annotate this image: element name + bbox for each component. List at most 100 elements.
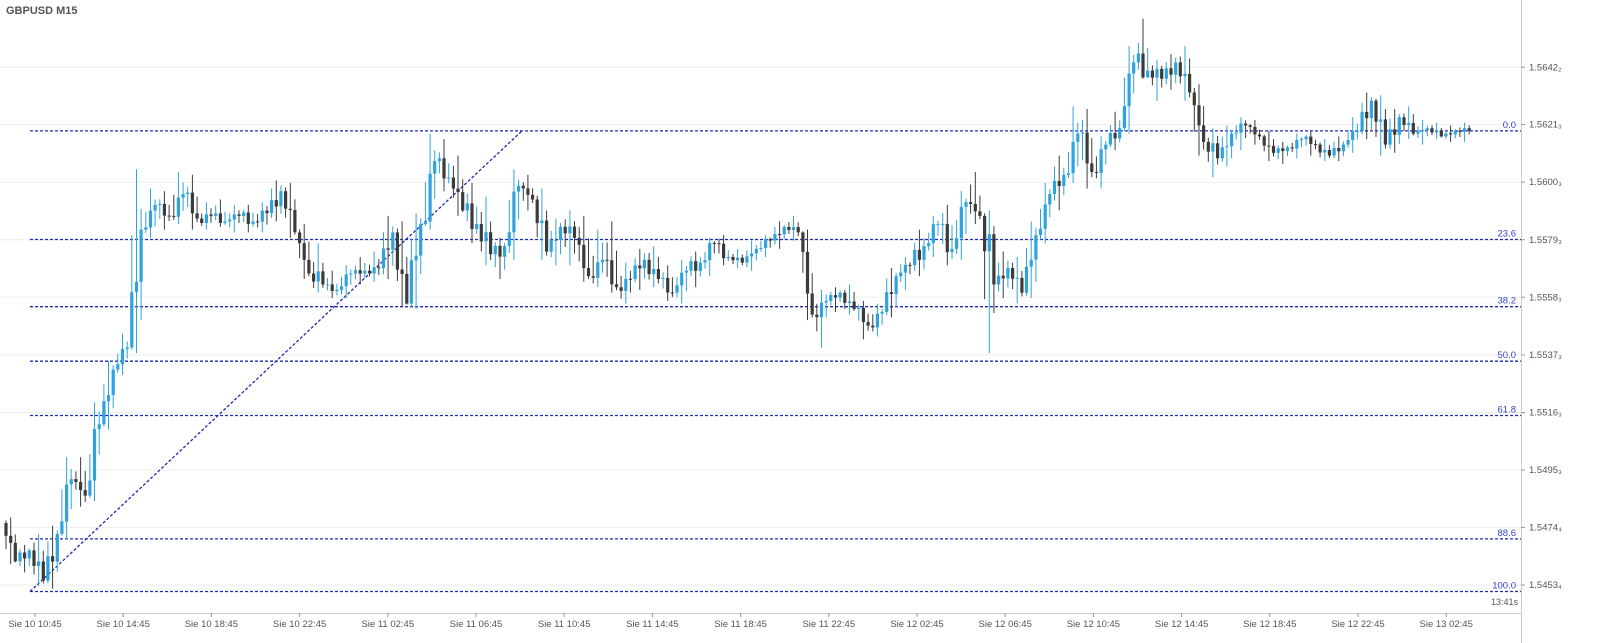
candle[interactable] bbox=[554, 218, 558, 266]
time-axis[interactable]: Sie 10 10:45 Sie 10 14:45 Sie 10 18:45 Sie … bbox=[8, 613, 1473, 630]
candle[interactable] bbox=[37, 534, 41, 587]
candle[interactable] bbox=[251, 212, 255, 227]
candle[interactable] bbox=[489, 221, 493, 261]
candle[interactable] bbox=[228, 213, 232, 228]
candle[interactable] bbox=[526, 174, 530, 211]
candle[interactable] bbox=[1113, 111, 1117, 151]
candle[interactable] bbox=[158, 199, 162, 219]
candle[interactable] bbox=[218, 199, 222, 227]
candle[interactable] bbox=[447, 163, 451, 184]
candle[interactable] bbox=[381, 232, 386, 275]
candle[interactable] bbox=[1407, 106, 1411, 140]
candle[interactable] bbox=[377, 259, 381, 275]
candle[interactable] bbox=[1211, 128, 1215, 178]
candle[interactable] bbox=[801, 231, 805, 273]
candle[interactable] bbox=[927, 232, 931, 251]
candle[interactable] bbox=[628, 270, 632, 293]
candle[interactable] bbox=[1435, 122, 1439, 140]
candle[interactable] bbox=[1043, 183, 1047, 244]
candle[interactable] bbox=[521, 182, 525, 201]
fib-level[interactable]: 61.8 bbox=[30, 405, 1521, 417]
candle[interactable] bbox=[1425, 125, 1429, 137]
candle[interactable] bbox=[694, 251, 698, 288]
candle[interactable] bbox=[1295, 133, 1299, 159]
candle[interactable] bbox=[950, 225, 954, 259]
candle[interactable] bbox=[1341, 141, 1345, 157]
candle[interactable] bbox=[409, 238, 413, 307]
candle[interactable] bbox=[805, 229, 810, 321]
candle[interactable] bbox=[298, 229, 302, 259]
candle[interactable] bbox=[586, 238, 591, 279]
candle[interactable] bbox=[959, 191, 963, 260]
candle[interactable] bbox=[1029, 221, 1033, 299]
fib-trend-line[interactable] bbox=[29, 130, 523, 592]
candle[interactable] bbox=[596, 229, 600, 288]
candle[interactable] bbox=[1099, 136, 1103, 189]
candle[interactable] bbox=[419, 218, 423, 274]
candle[interactable] bbox=[1271, 139, 1276, 157]
candle[interactable] bbox=[102, 384, 106, 427]
candle[interactable] bbox=[610, 221, 614, 293]
candle[interactable] bbox=[894, 272, 898, 308]
candle[interactable] bbox=[815, 303, 819, 332]
candle[interactable] bbox=[144, 211, 148, 233]
candle[interactable] bbox=[512, 169, 516, 260]
candle[interactable] bbox=[656, 256, 660, 284]
candle[interactable] bbox=[885, 278, 889, 316]
candle[interactable] bbox=[624, 262, 628, 304]
candle[interactable] bbox=[456, 155, 460, 216]
candle[interactable] bbox=[1458, 127, 1462, 137]
candle[interactable] bbox=[423, 182, 427, 226]
candle[interactable] bbox=[1248, 123, 1252, 134]
candle[interactable] bbox=[1057, 155, 1061, 211]
candle[interactable] bbox=[330, 270, 334, 299]
candle[interactable] bbox=[428, 133, 432, 230]
candle[interactable] bbox=[680, 259, 684, 304]
candle[interactable] bbox=[558, 223, 563, 255]
candle[interactable] bbox=[824, 294, 828, 318]
candle[interactable] bbox=[97, 411, 101, 455]
candle[interactable] bbox=[358, 257, 362, 285]
candle[interactable] bbox=[796, 222, 800, 237]
candle[interactable] bbox=[74, 471, 78, 490]
candle[interactable] bbox=[1244, 120, 1248, 139]
candle[interactable] bbox=[600, 242, 605, 273]
candle[interactable] bbox=[279, 185, 283, 214]
candle[interactable] bbox=[992, 226, 996, 313]
candle[interactable] bbox=[722, 235, 726, 266]
candle[interactable] bbox=[288, 183, 292, 238]
candle[interactable] bbox=[941, 213, 945, 245]
candle[interactable] bbox=[852, 292, 856, 311]
candle[interactable] bbox=[1444, 129, 1448, 139]
candle[interactable] bbox=[162, 191, 166, 230]
candle[interactable] bbox=[195, 196, 199, 223]
candle[interactable] bbox=[232, 204, 236, 233]
candle[interactable] bbox=[684, 265, 688, 292]
candle[interactable] bbox=[936, 220, 940, 236]
fib-level[interactable]: 88.6 bbox=[30, 528, 1521, 540]
candle[interactable] bbox=[507, 199, 511, 253]
candle[interactable] bbox=[172, 194, 176, 220]
candle[interactable] bbox=[9, 517, 13, 565]
candle[interactable] bbox=[475, 206, 479, 234]
candle[interactable] bbox=[540, 188, 544, 260]
candle[interactable] bbox=[246, 204, 250, 233]
candle[interactable] bbox=[134, 169, 139, 353]
candle[interactable] bbox=[1290, 142, 1294, 152]
candle[interactable] bbox=[13, 534, 17, 563]
candle[interactable] bbox=[717, 238, 721, 254]
candle[interactable] bbox=[214, 205, 218, 221]
candle[interactable] bbox=[1230, 130, 1234, 159]
candle[interactable] bbox=[517, 179, 521, 220]
candle[interactable] bbox=[866, 313, 870, 331]
candle[interactable] bbox=[847, 284, 852, 315]
candle[interactable] bbox=[363, 262, 367, 278]
candle[interactable] bbox=[400, 221, 404, 307]
candle[interactable] bbox=[1267, 130, 1271, 162]
candle[interactable] bbox=[661, 272, 665, 289]
candle[interactable] bbox=[367, 264, 372, 277]
candle[interactable] bbox=[181, 182, 185, 211]
candle[interactable] bbox=[764, 235, 768, 257]
candle[interactable] bbox=[325, 277, 330, 291]
candle[interactable] bbox=[60, 489, 64, 536]
